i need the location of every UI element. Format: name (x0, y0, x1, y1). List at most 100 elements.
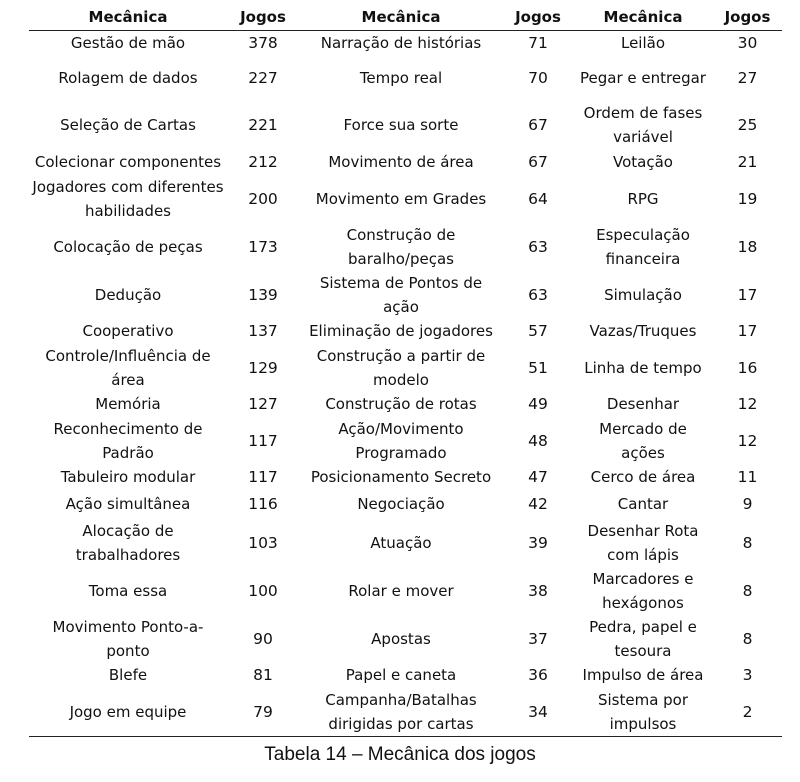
games-count-cell: 221 (248, 116, 278, 134)
mechanic-name-cell: Movimento de área (328, 153, 474, 171)
games-count-cell: 81 (253, 666, 273, 684)
games-count-cell: 39 (528, 533, 548, 552)
table-row: Blefe 81 Papel e caneta 36 Impulso de área 3 (29, 663, 782, 688)
mechanic-name-cell: Marcadores e hexágonos (592, 569, 694, 612)
header-mecanica-3: Mecânica (573, 5, 713, 31)
games-count-cell: 129 (248, 358, 278, 377)
mechanic-name-cell: Tabuleiro modular (60, 468, 196, 486)
games-count-cell: 378 (248, 34, 278, 53)
games-count-cell: 11 (737, 468, 758, 486)
mechanic-name-cell: Construção de baralho/peças (346, 225, 456, 268)
mechanic-name-cell: Votação (613, 153, 673, 171)
games-count-cell: 8 (742, 581, 753, 600)
mechanic-name-cell: Tempo real (359, 69, 443, 87)
mechanic-name-cell: Cerco de área (590, 468, 696, 486)
games-count-cell: 117 (248, 431, 278, 450)
table-body: Gestão de mão 378 Narração de histórias 71 L… (29, 31, 782, 737)
games-count-cell: 34 (503, 687, 573, 737)
mechanic-name-cell: Atuação (370, 533, 432, 552)
games-count-cell: 18 (737, 237, 758, 256)
header-mecanica-1: Mecânica (29, 5, 227, 31)
header-row: Mecânica Jogos Mecânica Jogos Mecânica J… (29, 5, 782, 31)
mechanic-name-cell: Narração de histórias (320, 34, 482, 53)
mechanic-name-cell: Leilão (620, 34, 666, 53)
table-row: Movimento Ponto-a-ponto 90 Apostas 37 Pedra,… (29, 615, 782, 663)
mechanic-name-cell: Movimento Ponto-a-ponto (52, 617, 204, 660)
games-count-cell: 17 (737, 322, 758, 340)
games-count-cell: 38 (528, 581, 548, 600)
mechanic-name-cell: Posicionamento Secreto (310, 468, 492, 486)
games-count-cell: 8 (742, 533, 753, 552)
games-count-cell: 139 (248, 285, 278, 304)
games-count-cell: 42 (528, 495, 548, 513)
table-row: Tabuleiro modular 117 Posicionamento Secre… (29, 465, 782, 490)
mechanic-name-cell: Simulação (604, 285, 682, 304)
games-count-cell: 51 (528, 358, 548, 377)
mechanic-name-cell: Impulso de área (582, 666, 704, 684)
mechanic-name-cell: Colocação de peças (53, 237, 203, 256)
mechanic-name-cell: Especulação financeira (596, 225, 690, 268)
mechanic-name-cell: RPG (627, 189, 659, 208)
games-count-cell: 212 (248, 153, 278, 171)
mechanic-name-cell: Toma essa (88, 581, 168, 600)
games-count-cell: 79 (227, 687, 299, 737)
mechanic-name-cell: Ação/Movimento Programado (338, 419, 464, 462)
games-count-cell: 63 (528, 237, 548, 256)
mechanic-name-cell: Jogadores com diferentes habilidades (32, 177, 224, 220)
table-row: Ação simultânea 116 Negociação 42 Cantar 9 (29, 490, 782, 519)
games-count-cell: 200 (248, 189, 278, 208)
mechanic-name-cell: Jogo em equipe (29, 687, 227, 737)
games-count-cell: 3 (742, 666, 753, 684)
mechanic-name-cell: Mercado de ações (599, 419, 687, 462)
games-count-cell: 127 (248, 395, 278, 413)
table-row: Colecionar componentes 212 Movimento de ár… (29, 150, 782, 175)
games-count-cell: 227 (248, 69, 278, 87)
mechanic-name-cell: Cantar (617, 495, 669, 513)
mechanic-name-cell: Pegar e entregar (580, 69, 706, 87)
games-count-cell: 67 (528, 153, 548, 171)
games-count-cell: 2 (713, 687, 782, 737)
table-row: Memória 127 Construção de rotas 49 Desenhar 1… (29, 392, 782, 417)
games-count-cell: 57 (528, 322, 548, 340)
table-header: Mecânica Jogos Mecânica Jogos Mecânica J… (29, 5, 782, 31)
mechanic-name-cell: Eliminação de jogadores (309, 322, 493, 340)
games-count-cell: 64 (528, 189, 548, 208)
table-row: Rolagem de dados 227 Tempo real 70 Pegar e e… (29, 56, 782, 101)
games-count-cell: 27 (737, 69, 758, 87)
mechanic-name-cell: Rolagem de dados (58, 69, 198, 87)
games-count-cell: 9 (742, 495, 753, 513)
games-count-cell: 90 (253, 629, 273, 648)
mechanic-name-cell: Ação simultânea (65, 495, 191, 513)
mechanic-name-cell: Construção a partir de modelo (316, 346, 486, 389)
mechanic-name-cell: Linha de tempo (584, 358, 702, 377)
header-jogos-2: Jogos (503, 5, 573, 31)
games-count-cell: 47 (528, 468, 548, 486)
mechanic-name-cell: Pedra, papel e tesoura (589, 617, 697, 660)
games-count-cell: 36 (528, 666, 548, 684)
table-row: Controle/Influência de área 129 Construção… (29, 344, 782, 392)
mechanic-name-cell: Dedução (94, 285, 162, 304)
mechanic-name-cell: Sistema por impulsos (573, 687, 713, 737)
table-row: Alocação de trabalhadores 103 Atuação 39 Des… (29, 519, 782, 567)
mechanic-name-cell: Desenhar (606, 395, 680, 413)
games-count-cell: 67 (528, 116, 548, 134)
games-count-cell: 63 (528, 285, 548, 304)
games-count-cell: 25 (737, 116, 758, 134)
games-count-cell: 21 (737, 153, 758, 171)
games-count-cell: 137 (248, 322, 278, 340)
games-count-cell: 48 (528, 431, 548, 450)
games-count-cell: 30 (737, 34, 758, 53)
mechanic-name-cell: Reconhecimento de Padrão (53, 419, 203, 462)
games-count-cell: 70 (528, 69, 548, 87)
mechanics-table: Mecânica Jogos Mecânica Jogos Mecânica J… (29, 5, 782, 737)
mechanic-name-cell: Seleção de Cartas (60, 116, 196, 134)
mechanic-name-cell: Controle/Influência de área (45, 346, 211, 389)
games-count-cell: 103 (248, 533, 278, 552)
games-count-cell: 12 (737, 395, 758, 413)
mechanic-name-cell: Apostas (371, 629, 431, 648)
table-row: Reconhecimento de Padrão 117 Ação/Moviment… (29, 417, 782, 465)
table-row: Dedução 139 Sistema de Pontos de ação 63 Sim… (29, 271, 782, 319)
mechanic-name-cell: Cooperativo (82, 322, 174, 340)
table-row: Jogadores com diferentes habilidades 200 M… (29, 175, 782, 223)
mechanic-name-cell: Force sua sorte (343, 116, 459, 134)
